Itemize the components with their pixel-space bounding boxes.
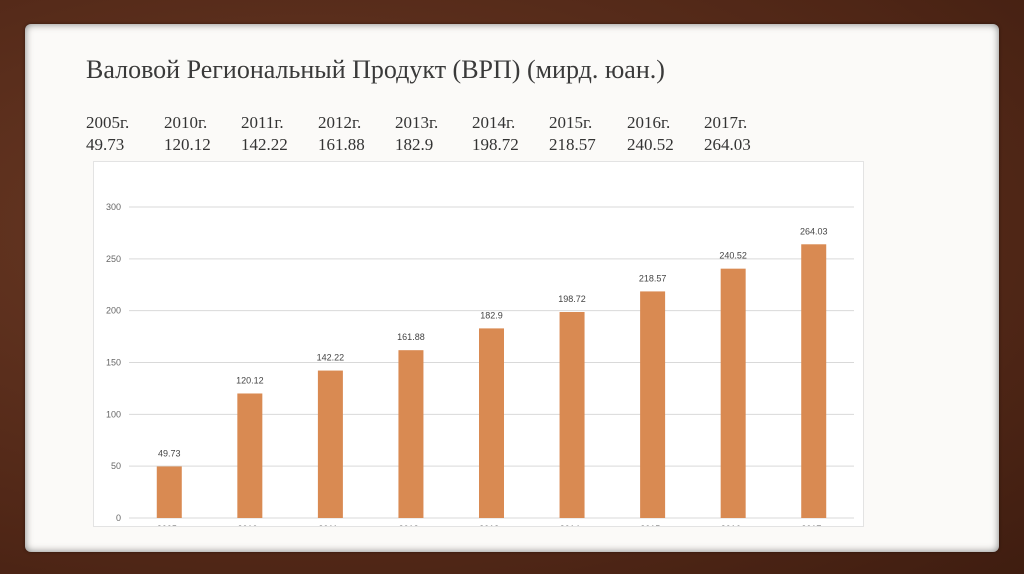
table-year-cell: 2012г. xyxy=(318,113,362,132)
table-year-cell: 2016г. xyxy=(627,113,671,132)
bar xyxy=(237,393,263,518)
y-tick-label: 50 xyxy=(111,461,121,471)
bar xyxy=(479,328,504,518)
bar xyxy=(559,311,585,518)
bar xyxy=(640,291,666,518)
y-tick-label: 200 xyxy=(106,306,121,316)
table-value-cell: 182.9 xyxy=(395,135,434,154)
data-label: 49.73 xyxy=(158,448,181,458)
data-label: 161.88 xyxy=(397,332,425,342)
x-tick-label: 2015г. xyxy=(640,524,665,526)
data-label: 218.57 xyxy=(639,273,667,283)
table-year-cell: 2013г. xyxy=(395,113,439,132)
y-tick-label: 250 xyxy=(106,254,121,264)
x-tick-label: 2013г. xyxy=(479,524,504,526)
bar xyxy=(156,466,182,518)
bar xyxy=(317,370,343,518)
y-tick-label: 0 xyxy=(116,513,121,523)
data-label: 240.52 xyxy=(719,251,747,261)
bar xyxy=(720,268,746,518)
table-value-cell: 120.12 xyxy=(164,135,211,154)
x-tick-label: 2010г. xyxy=(237,524,262,526)
data-label: 264.03 xyxy=(800,226,828,236)
table-value-cell: 218.57 xyxy=(549,135,596,154)
chart-area: 0 50 100 150 200 250 300 49.73 2005г. 120.12 2010г… xyxy=(93,161,864,534)
table-year-cell: 2017г. xyxy=(704,113,748,132)
page-title: Валовой Региональный Продукт (ВРП) (мирд… xyxy=(86,55,665,84)
table-value-cell: 198.72 xyxy=(472,135,519,154)
y-tick-label: 300 xyxy=(106,202,121,212)
y-tick-label: 150 xyxy=(106,358,121,368)
table-year-cell: 2014г. xyxy=(472,113,516,132)
x-tick-label: 2011г. xyxy=(318,524,342,526)
x-tick-label: 2016г. xyxy=(721,524,746,526)
y-tick-label: 100 xyxy=(106,409,121,419)
table-year-cell: 2005г. xyxy=(86,113,130,132)
x-tick-label: 2012г. xyxy=(399,524,424,526)
table-year-cell: 2015г. xyxy=(549,113,593,132)
x-tick-label: 2005г. xyxy=(157,524,182,526)
table-value-cell: 161.88 xyxy=(318,135,365,154)
bar-chart: 0 50 100 150 200 250 300 49.73 2005г. 120.12 2010г… xyxy=(106,202,854,534)
x-tick-label: 2014г. xyxy=(560,524,585,526)
bar xyxy=(801,244,827,518)
data-label: 142.22 xyxy=(317,353,345,363)
bar xyxy=(398,350,424,518)
data-label: 198.72 xyxy=(558,294,586,304)
data-label: 182.9 xyxy=(480,310,503,320)
table-value-cell: 49.73 xyxy=(86,135,125,154)
x-tick-label: 2017г. xyxy=(801,524,826,526)
table-year-cell: 2010г. xyxy=(164,113,208,132)
table-value-cell: 240.52 xyxy=(627,135,674,154)
table-year-cell: 2011г. xyxy=(241,113,284,132)
table-value-cell: 142.22 xyxy=(241,135,288,154)
table-value-cell: 264.03 xyxy=(704,135,751,154)
data-label: 120.12 xyxy=(236,375,264,385)
